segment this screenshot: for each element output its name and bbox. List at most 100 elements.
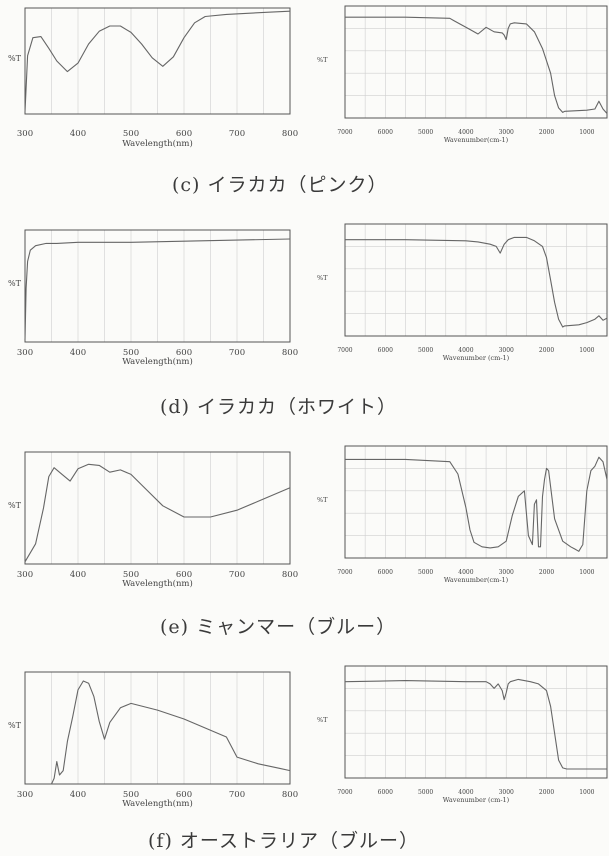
x-axis-label: Wavelength(nm) <box>122 798 193 809</box>
plot-area <box>24 7 291 115</box>
y-axis-label: %T <box>8 54 22 63</box>
x-tick-label: 7000 <box>337 569 352 576</box>
x-tick-label: 400 <box>70 790 86 800</box>
x-axis-label: Wavelength(nm) <box>122 356 193 367</box>
x-tick-label: 5000 <box>418 347 433 354</box>
y-axis-label: %T <box>8 279 22 288</box>
x-tick-label: 800 <box>282 348 298 358</box>
x-tick-label: 300 <box>17 790 33 800</box>
caption-c: (c) イラカカ（ピンク） <box>172 174 388 196</box>
x-tick-label: 4000 <box>458 569 473 576</box>
x-tick-label: 700 <box>229 570 245 580</box>
x-tick-label: 1000 <box>579 129 594 136</box>
x-tick-label: 5000 <box>418 569 433 576</box>
plot-frame <box>24 7 291 115</box>
x-tick-label: 500 <box>123 129 139 139</box>
x-tick-label: 300 <box>17 348 33 358</box>
plot-frame <box>344 445 608 559</box>
x-tick-label: 1000 <box>579 569 594 576</box>
y-axis-label: %T <box>317 56 328 64</box>
x-tick-label: 700 <box>229 129 245 139</box>
uv-chart-d: 300 400 500 600 700 800 Wavelength(nm) %T <box>8 229 298 367</box>
x-axis-label: Wavelength(nm) <box>122 138 193 149</box>
x-tick-label: 1000 <box>579 789 594 796</box>
x-tick-label: 800 <box>282 129 298 139</box>
plot-area <box>344 223 608 337</box>
x-tick-label: 4000 <box>458 129 473 136</box>
x-tick-label: 4000 <box>458 789 473 796</box>
plot-frame <box>24 451 291 565</box>
ir-chart-c: 7000 6000 5000 4000 3000 2000 1000 Wavenumber(c… <box>317 5 608 144</box>
x-axis-label: Wavenumber (cm-1) <box>443 796 510 804</box>
x-tick-label: 2000 <box>539 789 554 796</box>
x-tick-label: 2000 <box>539 569 554 576</box>
x-tick-label: 600 <box>176 790 192 800</box>
x-tick-label: 6000 <box>378 569 393 576</box>
x-tick-label: 500 <box>123 348 139 358</box>
spectrum-line <box>51 680 291 785</box>
x-tick-label: 800 <box>282 790 298 800</box>
y-axis-label: %T <box>8 721 22 730</box>
uv-chart-c: 300 400 500 600 700 800 Wavelength(nm) %T <box>8 7 298 149</box>
plot-area <box>24 671 291 785</box>
ir-chart-d: 7000 6000 5000 4000 3000 2000 1000 Wavenumber (… <box>317 223 608 362</box>
spectrum-line <box>24 463 291 563</box>
x-tick-label: 6000 <box>378 347 393 354</box>
x-tick-label: 2000 <box>539 347 554 354</box>
plot-area <box>24 451 291 565</box>
spectrum-line <box>345 16 608 114</box>
plot-area <box>24 229 291 343</box>
plot-frame <box>344 5 608 119</box>
x-tick-label: 400 <box>70 570 86 580</box>
x-tick-label: 600 <box>176 348 192 358</box>
x-tick-label: 3000 <box>499 129 514 136</box>
uv-chart-f: 300 400 500 600 700 800 Wavelength(nm) %T <box>8 671 298 809</box>
plot-frame <box>344 665 608 779</box>
plot-area <box>344 445 608 559</box>
caption-d: (d) イラカカ（ホワイト） <box>160 396 398 418</box>
ir-chart-e: 7000 6000 5000 4000 3000 2000 1000 Wavenumber(c… <box>317 445 608 584</box>
x-axis-label: Wavenumber (cm-1) <box>443 354 510 362</box>
x-tick-label: 400 <box>70 129 86 139</box>
x-tick-label: 5000 <box>418 789 433 796</box>
plot-area <box>344 665 608 779</box>
y-axis-label: %T <box>317 716 328 724</box>
x-tick-label: 6000 <box>378 789 393 796</box>
plot-frame <box>344 223 608 337</box>
caption-e: (e) ミャンマー（ブルー） <box>160 616 397 638</box>
x-tick-label: 7000 <box>337 789 352 796</box>
plot-frame <box>24 229 291 343</box>
x-tick-label: 500 <box>123 570 139 580</box>
x-tick-label: 700 <box>229 790 245 800</box>
ir-chart-f: 7000 6000 5000 4000 3000 2000 1000 Wavenumber (… <box>317 665 608 804</box>
x-tick-label: 800 <box>282 570 298 580</box>
x-tick-label: 600 <box>176 570 192 580</box>
plot-area <box>344 5 608 119</box>
x-tick-label: 3000 <box>499 347 514 354</box>
x-axis-label: Wavenumber(cm-1) <box>444 576 509 584</box>
x-axis-label: Wavenumber(cm-1) <box>444 136 509 144</box>
x-tick-label: 500 <box>123 790 139 800</box>
x-tick-label: 400 <box>70 348 86 358</box>
x-tick-label: 600 <box>176 129 192 139</box>
caption-f: (f) オーストラリア（ブルー） <box>148 830 419 852</box>
spectrum-line <box>24 10 291 112</box>
spectrum-line <box>344 678 607 770</box>
x-tick-label: 1000 <box>579 347 594 354</box>
y-axis-label: %T <box>317 274 328 282</box>
x-tick-label: 300 <box>17 129 33 139</box>
x-tick-label: 4000 <box>458 347 473 354</box>
y-axis-label: %T <box>8 501 22 510</box>
plot-frame <box>24 671 291 785</box>
spectrum-line <box>24 238 291 340</box>
x-tick-label: 700 <box>229 348 245 358</box>
x-tick-label: 7000 <box>337 129 352 136</box>
x-tick-label: 2000 <box>539 129 554 136</box>
uv-chart-e: 300 400 500 600 700 800 Wavelength(nm) %T <box>8 451 298 589</box>
spectrum-line <box>345 456 608 552</box>
x-tick-label: 7000 <box>337 347 352 354</box>
spectrum-line <box>345 236 608 328</box>
x-tick-label: 3000 <box>499 789 514 796</box>
x-tick-label: 3000 <box>499 569 514 576</box>
x-tick-label: 6000 <box>378 129 393 136</box>
